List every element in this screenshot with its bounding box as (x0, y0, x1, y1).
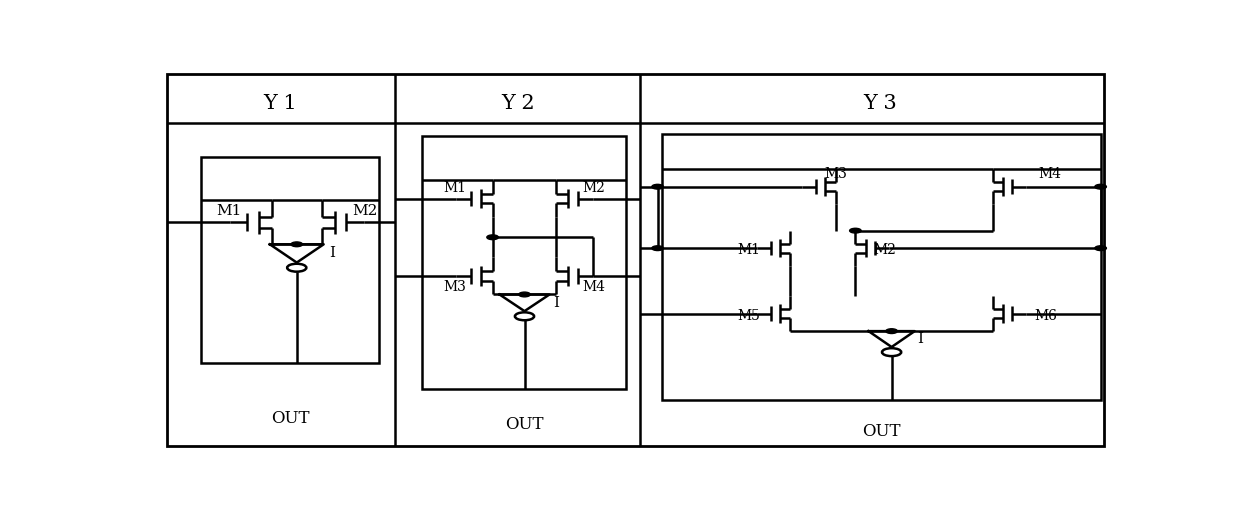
Circle shape (885, 329, 898, 334)
Circle shape (1095, 246, 1106, 251)
Circle shape (652, 184, 663, 189)
Text: I: I (330, 247, 336, 261)
Circle shape (518, 292, 531, 297)
Text: M6: M6 (1034, 308, 1058, 322)
Text: M2: M2 (352, 203, 377, 217)
Text: M4: M4 (1038, 167, 1061, 181)
Bar (662, 134, 1101, 400)
Text: Y 2: Y 2 (501, 94, 536, 113)
Text: Y 1: Y 1 (263, 94, 296, 113)
Text: M1: M1 (738, 243, 760, 257)
Circle shape (1095, 184, 1106, 189)
Circle shape (652, 246, 663, 251)
Text: M4: M4 (583, 280, 605, 294)
Text: OUT: OUT (862, 423, 900, 440)
Bar (422, 136, 626, 389)
Bar (201, 157, 379, 363)
Text: OUT: OUT (270, 410, 309, 427)
Circle shape (487, 235, 498, 239)
Circle shape (291, 242, 303, 247)
Text: M3: M3 (444, 280, 466, 294)
Text: M1: M1 (444, 181, 466, 195)
Text: I: I (918, 332, 924, 346)
Text: M2: M2 (874, 243, 897, 257)
Text: Y 3: Y 3 (864, 94, 898, 113)
Circle shape (849, 228, 861, 233)
Text: M1: M1 (216, 203, 242, 217)
Text: M5: M5 (738, 308, 760, 322)
Text: M3: M3 (825, 167, 848, 181)
Text: M2: M2 (583, 181, 605, 195)
Text: OUT: OUT (505, 416, 543, 433)
Text: I: I (553, 296, 559, 310)
